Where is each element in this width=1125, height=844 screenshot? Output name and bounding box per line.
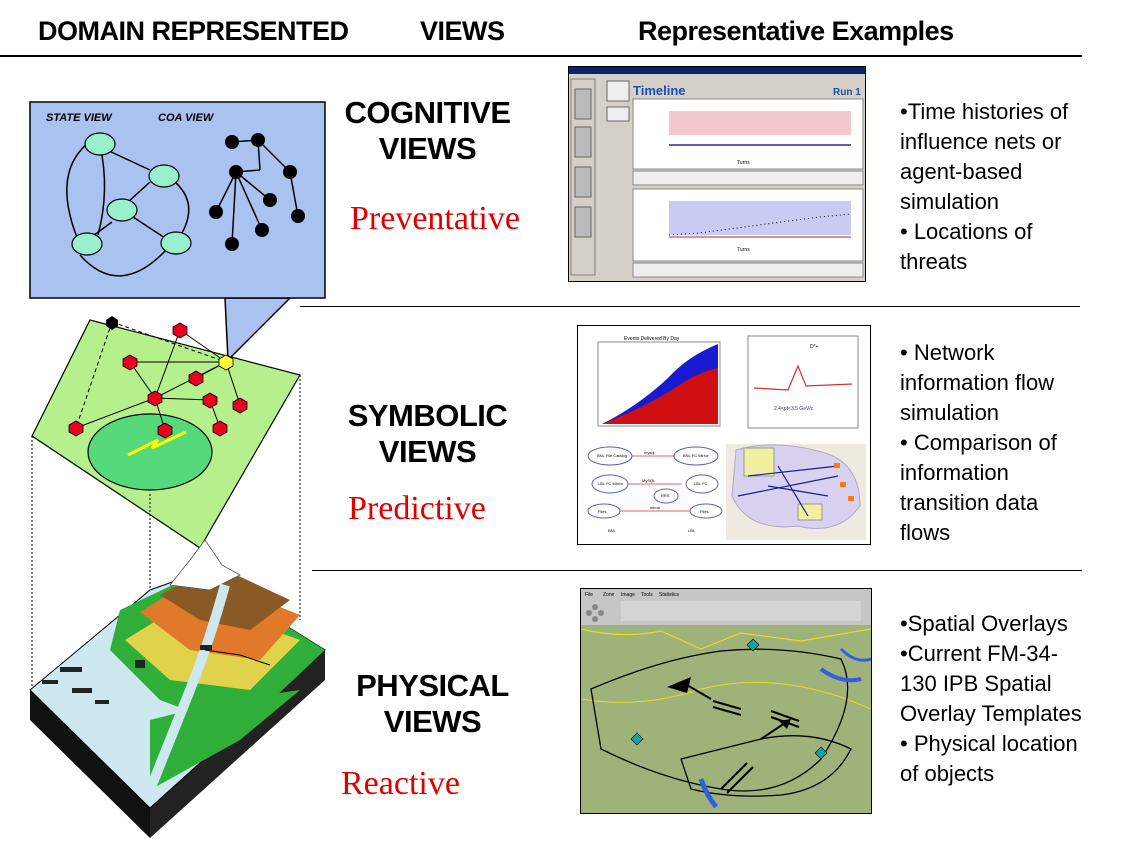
- node-files-right: Files: [700, 509, 708, 514]
- physical-title-line1: PHYSICAL: [356, 668, 509, 703]
- terrain-block-side: [30, 690, 150, 838]
- physical-bullet-line: •Spatial Overlays: [900, 611, 1068, 636]
- edge-label-mirror: mirror: [650, 505, 661, 510]
- site-label-lbl: LBL: [688, 528, 696, 533]
- physical-bullet-line: • Physical location: [900, 731, 1078, 756]
- menu-statistics[interactable]: Statistics: [659, 592, 680, 598]
- symbolic-subtitle: Predictive: [348, 490, 486, 527]
- physical-subtitle: Reactive: [341, 765, 460, 802]
- row-divider-1: [300, 306, 1080, 307]
- symbolic-bullet-line: information: [900, 460, 1009, 485]
- symbolic-title-line1: SYMBOLIC: [347, 398, 508, 433]
- physical-title-line2: VIEWS: [383, 704, 482, 739]
- timeline-axis-label-top: Turns: [737, 160, 750, 166]
- header-domain-represented: DOMAIN REPRESENTED: [38, 16, 349, 46]
- symbolic-screenshot: Events Delivered By Day D*+ 2.4<pt<3.5 G…: [577, 325, 871, 545]
- coa-view-tree: [215, 139, 299, 245]
- symbolic-bullet-line: information flow: [900, 370, 1055, 395]
- cognitive-bullets: •Time histories of influence nets or age…: [900, 97, 1068, 277]
- symbolic-bullet-line: simulation: [900, 400, 1000, 425]
- header-divider: [0, 55, 1082, 57]
- cognitive-bullet-line: agent-based: [900, 159, 1023, 184]
- cognitive-bullet-line: threats: [900, 249, 968, 274]
- symbolic-bullet-line: • Network: [900, 340, 995, 365]
- symbolic-bullet-line: flows: [900, 520, 951, 545]
- node-lbl-fc-mirror: LBL FC Mirror: [598, 481, 624, 486]
- menu-image[interactable]: Image: [621, 592, 635, 598]
- site-label-bnl: BNL: [608, 528, 617, 533]
- node-rrs: RRS: [661, 493, 670, 498]
- cognitive-bullet-line: •Time histories of: [900, 99, 1069, 124]
- timeline-title: Timeline: [633, 83, 686, 98]
- physical-bullet-line: of objects: [900, 761, 995, 786]
- menu-zone[interactable]: Zone: [603, 592, 615, 598]
- physical-bullet-line: 130 IPB Spatial: [900, 671, 1052, 696]
- row-divider-2: [312, 570, 1082, 571]
- edge-label-mysql-2: MySQL: [642, 478, 656, 483]
- node-files-left: Files: [598, 509, 606, 514]
- physical-bullets: •Spatial Overlays •Current FM-34- 130 IP…: [900, 609, 1082, 789]
- header-representative-examples: Representative Examples: [638, 16, 954, 46]
- symbolic-bullet-line: transition data: [900, 490, 1039, 515]
- coa-view-label: COA VIEW: [158, 112, 215, 124]
- cognitive-bullet-line: • Locations of: [900, 219, 1033, 244]
- timeline-axis-label-bottom: Turns: [737, 247, 750, 253]
- timeline-run-label: Run 1: [833, 87, 861, 98]
- state-view-label: STATE VIEW: [46, 112, 113, 124]
- edge-label-mysql: mysql: [644, 450, 655, 455]
- peak-label: D*+: [810, 344, 819, 350]
- symbolic-views-title: SYMBOLIC VIEWS: [340, 398, 515, 470]
- symbolic-bullet-line: • Comparison of: [900, 430, 1057, 455]
- symbolic-title-line2: VIEWS: [378, 434, 477, 469]
- physical-bullet-line: •Current FM-34-: [900, 641, 1059, 666]
- symbolic-bullets: • Network information flow simulation • …: [900, 338, 1057, 548]
- fit-label: 2.4<pt<3.5 GeV/c: [774, 406, 814, 412]
- menu-file[interactable]: File: [585, 592, 593, 598]
- timeline-screenshot: Timeline Run 1 Turns Turns: [568, 66, 866, 282]
- node-lbl-fc: LBL FC: [694, 481, 708, 486]
- cognitive-title-line2: VIEWS: [378, 131, 477, 166]
- cognitive-bullet-line: influence nets or: [900, 129, 1062, 154]
- cognitive-title-line1: COGNITIVE: [344, 95, 511, 130]
- events-area-red: [602, 368, 718, 424]
- physical-views-title: PHYSICAL VIEWS: [345, 668, 520, 740]
- node-bnl-file-catalog: BNL File Catalog: [597, 453, 627, 458]
- cognitive-views-title: COGNITIVE VIEWS: [340, 95, 515, 167]
- network-nodes: [68, 322, 248, 439]
- cognitive-subtitle: Preventative: [350, 200, 520, 237]
- cognitive-bullet-line: simulation: [900, 189, 1000, 214]
- menu-tools[interactable]: Tools: [641, 592, 653, 598]
- callout-box: [29, 101, 326, 299]
- header-views: VIEWS: [420, 16, 505, 46]
- physical-map-screenshot: File Zone Image Tools Statistics: [580, 588, 872, 814]
- node-bnl-fc-mirror: BNL FC Mirror: [683, 453, 709, 458]
- domain-illustration: STATE VIEW COA VIEW: [29, 101, 326, 838]
- callout-pointer: [224, 297, 292, 362]
- physical-bullet-line: Overlay Templates: [900, 701, 1082, 726]
- events-chart-title: Events Delivered By Day: [624, 336, 680, 342]
